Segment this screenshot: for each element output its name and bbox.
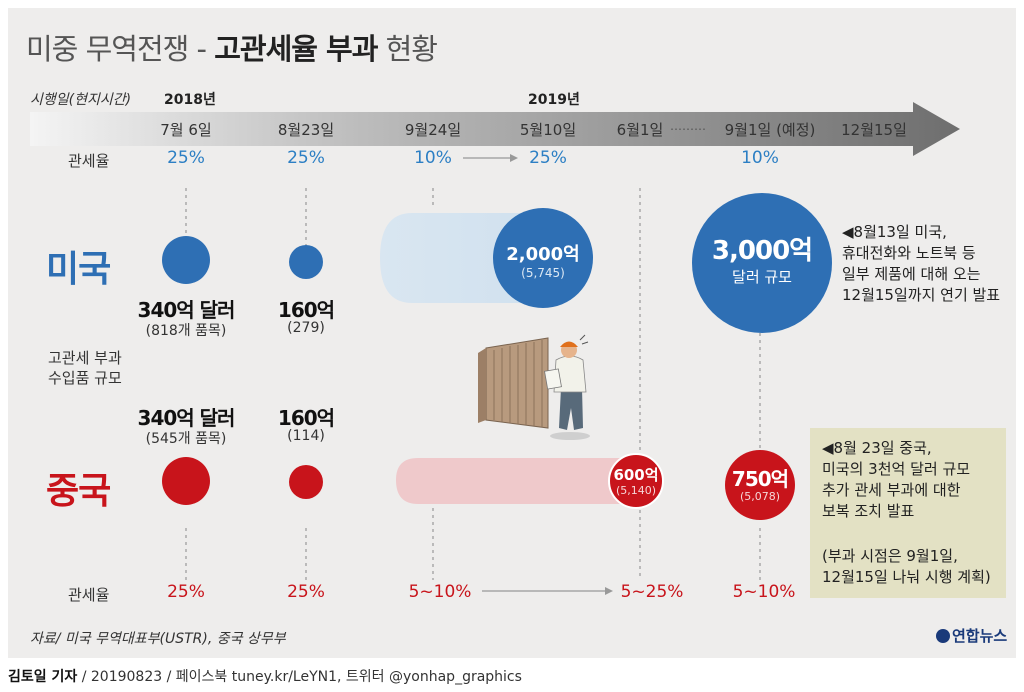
cn-items-545: (545개 품목) bbox=[145, 431, 227, 447]
us-rate-0823: 25% bbox=[287, 148, 325, 168]
cn-750-amount: 750억 bbox=[731, 467, 789, 491]
timeline-arrow bbox=[30, 102, 960, 156]
source-note: 자료/ 미국 무역대표부(USTR), 중국 상무부 bbox=[30, 631, 286, 647]
cn-circle-750 bbox=[725, 450, 795, 520]
date-0924: 9월24일 bbox=[404, 121, 462, 139]
us-circle-2000 bbox=[493, 208, 593, 308]
us-rate-0901: 10% bbox=[741, 148, 779, 168]
us-3000-scale: 달러 규모 bbox=[732, 268, 792, 286]
us-items-279: (279) bbox=[287, 320, 325, 336]
cn-600-count: (5,140) bbox=[615, 484, 657, 497]
us-rate-0924: 10% bbox=[414, 148, 452, 168]
credit-details: / 20190823 / 페이스북 tuney.kr/LeYN1, 트위터 @y… bbox=[77, 669, 522, 685]
import-scale-line: 고관세 부과 bbox=[48, 349, 122, 367]
credit-author: 김토일 기자 bbox=[8, 669, 78, 685]
date-0823: 8월23일 bbox=[277, 121, 335, 139]
date-1215: 12월15일 bbox=[841, 121, 907, 139]
us-rate-label: 관세율 bbox=[68, 152, 110, 170]
us-circle-3000 bbox=[692, 193, 832, 333]
date-0901: 9월1일 (예정) bbox=[724, 121, 816, 139]
us-note-line: 휴대전화와 노트북 등 bbox=[842, 244, 976, 262]
cn-note-line: 추가 관세 부과에 대한 bbox=[822, 481, 961, 499]
us-circle-340 bbox=[162, 236, 210, 284]
year-2018: 2018년 bbox=[164, 92, 216, 108]
cn-note-line: 미국의 3천억 달러 규모 bbox=[822, 460, 971, 478]
yonhap-logo: 연합뉴스 bbox=[936, 625, 1007, 646]
cn-600-amount: 600억 bbox=[613, 466, 659, 484]
cn-amount-160: 160억 bbox=[277, 406, 335, 430]
credit-line: 김토일 기자 / 20190823 / 페이스북 tuney.kr/LeYN1,… bbox=[8, 666, 522, 686]
us-rate-0706: 25% bbox=[167, 148, 205, 168]
us-amount-160: 160억 bbox=[277, 298, 335, 322]
import-scale-label: 고관세 부과 수입품 규모 bbox=[48, 348, 122, 388]
us-note: ◀8월13일 미국, 휴대전화와 노트북 등 일부 제품에 대해 오는 12월1… bbox=[842, 222, 1000, 306]
cn-rate-0706: 25% bbox=[167, 582, 205, 602]
page-title: 미중 무역전쟁 - 고관세율 부과 현황 bbox=[26, 32, 438, 66]
us-amount-340: 340억 달러 bbox=[137, 298, 236, 322]
cn-rate-0901: 5~10% bbox=[732, 582, 796, 602]
cn-circle-160 bbox=[289, 465, 323, 499]
timeline-graphics bbox=[30, 102, 960, 595]
us-2000-count: (5,745) bbox=[521, 266, 565, 280]
infographic-panel: 미중 무역전쟁 - 고관세율 부과 현황 bbox=[8, 8, 1016, 658]
import-scale-line: 수입품 규모 bbox=[48, 369, 122, 387]
cn-note-line: ◀8월 23일 중국, bbox=[822, 439, 932, 457]
cn-label: 중국 bbox=[46, 471, 111, 512]
cn-rate-0823: 25% bbox=[287, 582, 325, 602]
cn-note-line: (부과 시점은 9월1일, bbox=[822, 547, 958, 565]
date-0706: 7월 6일 bbox=[160, 121, 212, 139]
cn-items-114: (114) bbox=[287, 428, 325, 444]
cn-note-line: 12월15일 나눠 시행 계획) bbox=[822, 568, 991, 586]
us-items-818: (818개 품목) bbox=[145, 323, 227, 339]
cn-expansion-band bbox=[396, 458, 628, 504]
cn-rate-0601: 5~25% bbox=[620, 582, 684, 602]
yonhap-logo-text: 연합뉴스 bbox=[952, 627, 1008, 645]
yonhap-logo-icon bbox=[936, 629, 950, 643]
timeline-label: 시행일(현지시간) bbox=[30, 92, 132, 108]
us-2000-amount: 2,000억 bbox=[506, 244, 580, 265]
year-2019: 2019년 bbox=[528, 92, 580, 108]
cn-note-box: ◀8월 23일 중국, 미국의 3천억 달러 규모 추가 관세 부과에 대한 보… bbox=[810, 428, 1006, 598]
us-3000-amount: 3,000억 bbox=[711, 236, 813, 266]
date-0510: 5월10일 bbox=[519, 121, 577, 139]
cn-note-schedule: (부과 시점은 9월1일, 12월15일 나눠 시행 계획) bbox=[822, 546, 991, 588]
cn-rate-0924: 5~10% bbox=[408, 582, 472, 602]
timeline-ellipsis: ……… bbox=[670, 119, 706, 133]
us-rate-0510: 25% bbox=[529, 148, 567, 168]
cn-note-line: 보복 조치 발표 bbox=[822, 502, 915, 520]
rate-arrows bbox=[463, 154, 613, 595]
cn-note: ◀8월 23일 중국, 미국의 3천억 달러 규모 추가 관세 부과에 대한 보… bbox=[822, 438, 970, 522]
us-label: 미국 bbox=[46, 249, 111, 290]
guide-lines bbox=[185, 188, 761, 580]
us-circle-160 bbox=[289, 245, 323, 279]
cn-circle-340 bbox=[162, 457, 210, 505]
date-0601: 6월1일 bbox=[616, 121, 664, 139]
cn-750-count: (5,078) bbox=[739, 490, 781, 503]
us-note-line: 12월15일까지 연기 발표 bbox=[842, 286, 1001, 304]
cn-amount-340: 340억 달러 bbox=[137, 406, 236, 430]
container-illustration bbox=[478, 334, 590, 440]
us-note-line: 일부 제품에 대해 오는 bbox=[842, 265, 981, 283]
us-note-line: ◀8월13일 미국, bbox=[842, 223, 947, 241]
cn-rate-label: 관세율 bbox=[68, 586, 110, 604]
cn-circle-600 bbox=[608, 453, 664, 509]
